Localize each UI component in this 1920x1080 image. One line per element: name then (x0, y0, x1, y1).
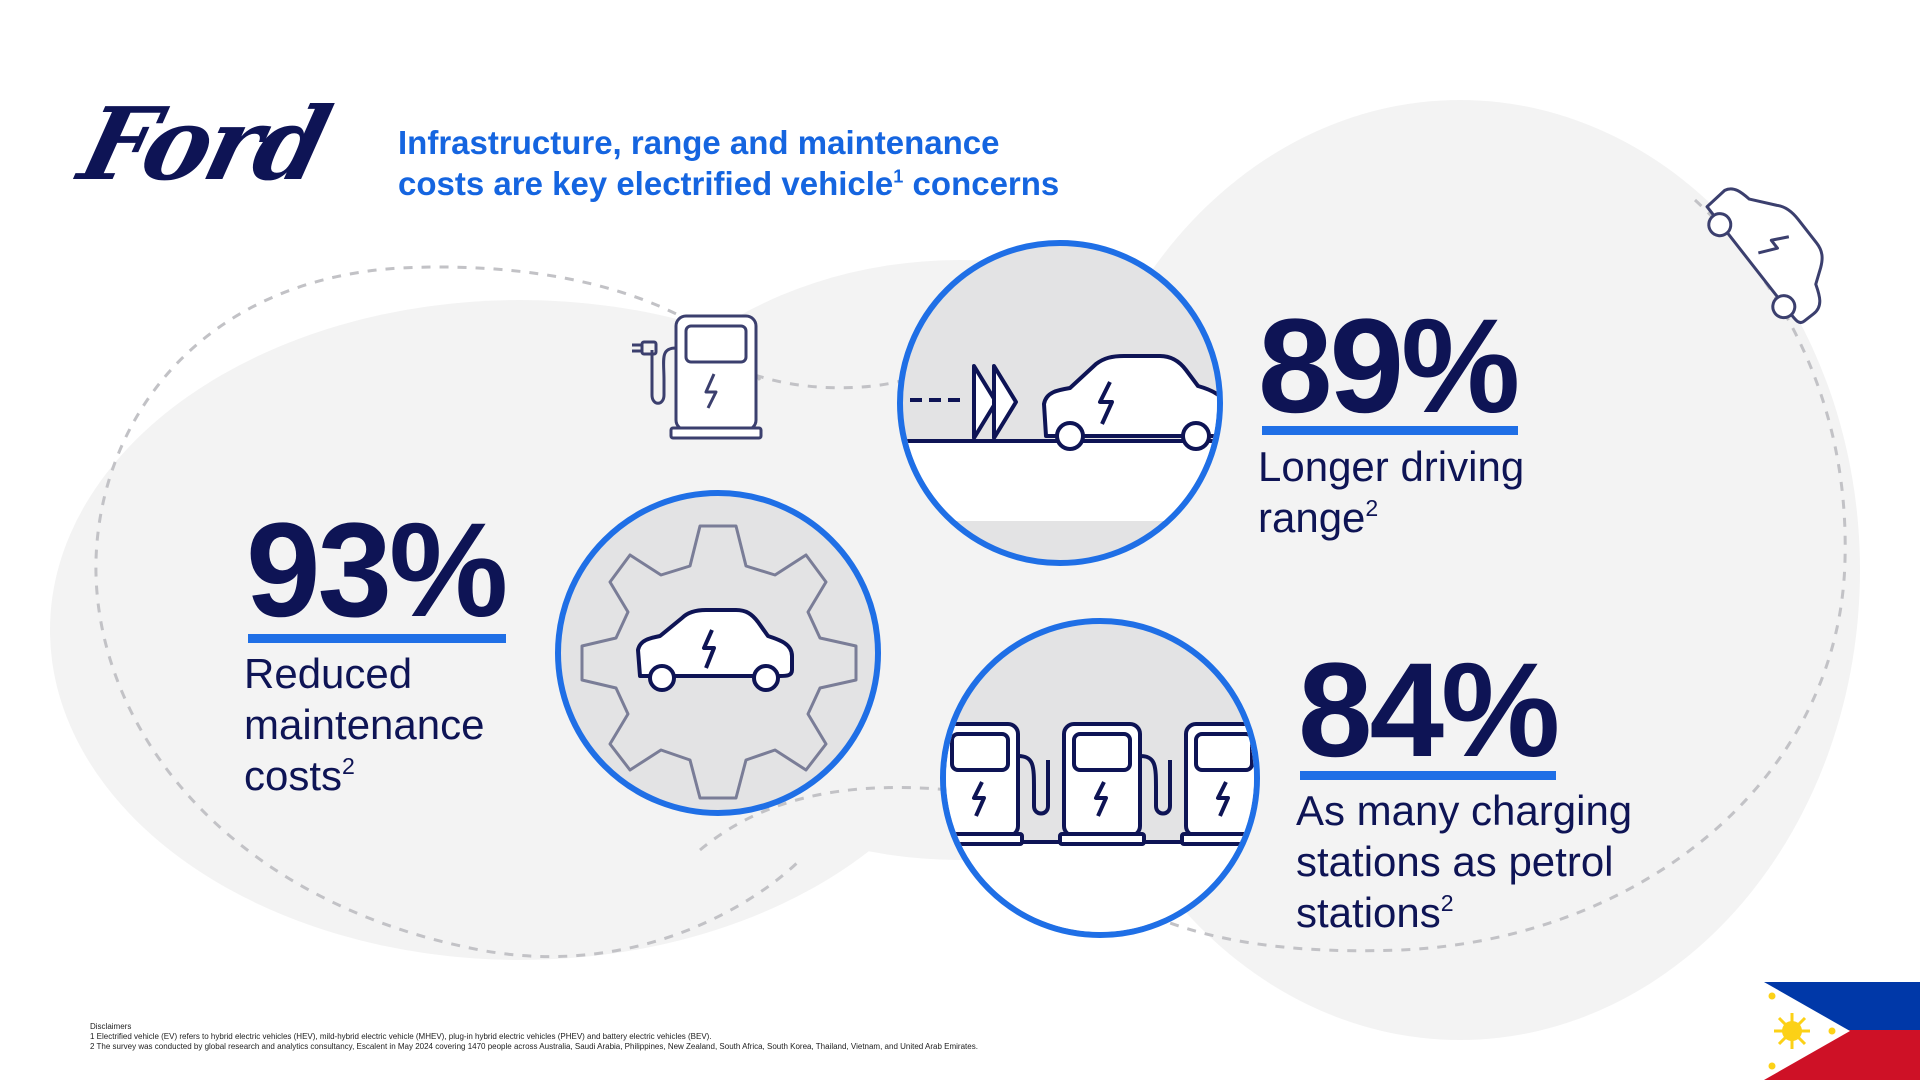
stat-charging-value: 84% (1298, 636, 1560, 785)
stat-maintenance-label: Reduced maintenance costs2 (244, 650, 485, 799)
ford-logo-text: Ford (69, 85, 338, 203)
disclaimer-2: 2 The survey was conducted by global res… (90, 1042, 978, 1051)
stat-range-rule (1262, 426, 1518, 435)
footnote-marker: 2 (342, 752, 355, 779)
dashed-path-right (1119, 198, 1847, 953)
headline-line-1: Infrastructure, range and maintenance (398, 124, 1000, 161)
stat-range-label: Longer driving range2 (1258, 443, 1525, 541)
stat-charging-label: As many charging stations as petrol stat… (1296, 787, 1633, 936)
ev-car-range-icon (903, 354, 1217, 521)
philippines-flag-icon (1764, 982, 1920, 1080)
stat-maintenance-value: 93% (246, 496, 508, 645)
headline-line-2: costs are key electrified vehicle1 conce… (398, 165, 1060, 202)
range-circle (897, 240, 1223, 566)
stations-circle (940, 618, 1260, 938)
headline: Infrastructure, range and maintenance co… (398, 122, 1098, 204)
background-blob-right (1060, 100, 1860, 1040)
disclaimer-1: 1 Electrified vehicle (EV) refers to hyb… (90, 1032, 712, 1041)
stat-charging-rule (1300, 771, 1556, 780)
disclaimers-title: Disclaimers (90, 1022, 132, 1031)
disclaimers: Disclaimers 1 Electrified vehicle (EV) r… (90, 1022, 990, 1052)
gear-ev-car-icon (580, 524, 858, 800)
dashed-path-left (94, 265, 802, 959)
footnote-marker: 2 (1365, 494, 1379, 521)
stat-range-value: 89% (1258, 292, 1520, 441)
footnote-marker: 2 (1440, 889, 1454, 916)
maintenance-circle (555, 490, 881, 816)
dashed-path-mid (699, 786, 951, 852)
ford-logo: Ford (69, 85, 364, 203)
dashed-path-top (754, 373, 906, 390)
footnote-marker: 1 (893, 166, 904, 187)
stat-maintenance-rule (248, 634, 506, 643)
charging-station-icon (632, 314, 763, 440)
ev-car-icon (1705, 187, 1824, 325)
